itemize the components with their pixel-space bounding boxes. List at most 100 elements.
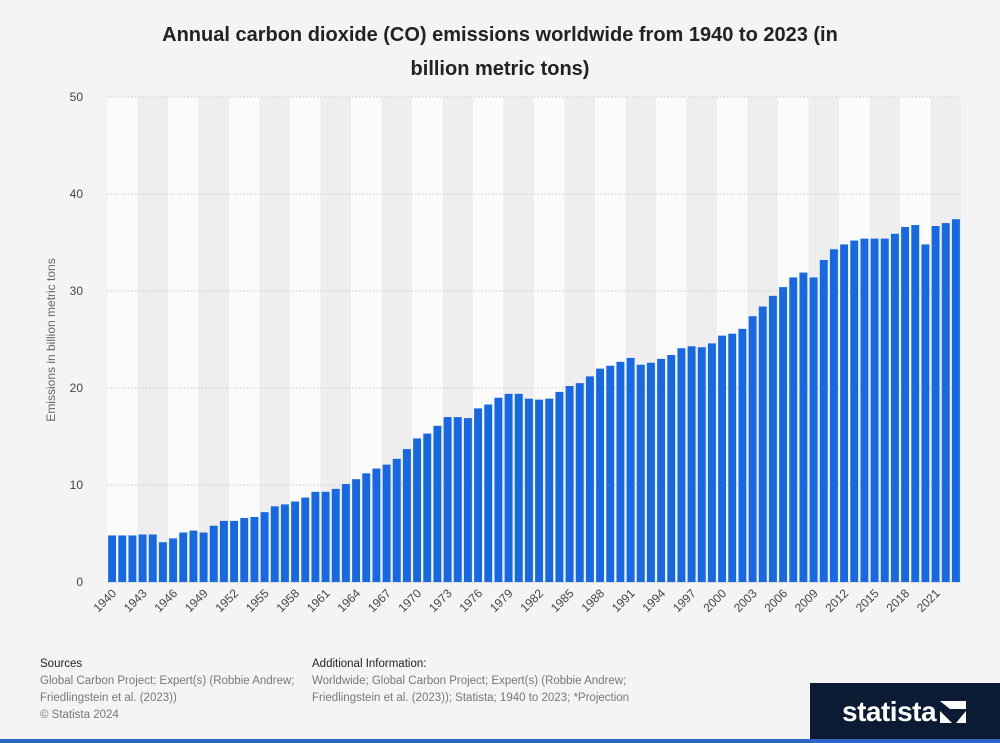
bar-1957[interactable] xyxy=(280,504,289,582)
x-tick-label: 2000 xyxy=(700,586,729,615)
x-tick-label: 1952 xyxy=(212,586,241,615)
bar-1958[interactable] xyxy=(291,501,300,582)
bar-1980[interactable] xyxy=(514,393,523,582)
bar-2020[interactable] xyxy=(921,244,930,582)
bar-1995[interactable] xyxy=(667,355,676,582)
bar-1951[interactable] xyxy=(219,520,228,582)
bar-1990[interactable] xyxy=(616,361,625,582)
bar-1940[interactable] xyxy=(108,535,117,582)
bar-2010[interactable] xyxy=(819,259,828,582)
statista-wordmark: statista xyxy=(842,696,937,727)
bar-1981[interactable] xyxy=(524,398,533,582)
bar-1984[interactable] xyxy=(555,391,564,582)
bar-1975[interactable] xyxy=(463,418,472,582)
bar-1960[interactable] xyxy=(311,491,320,582)
bar-1969[interactable] xyxy=(402,449,411,582)
bar-1977[interactable] xyxy=(484,404,493,582)
bar-1948[interactable] xyxy=(189,530,198,582)
bar-1944[interactable] xyxy=(148,534,157,582)
bar-1979[interactable] xyxy=(504,393,513,582)
additional-info-line1: Worldwide; Global Carbon Project; Expert… xyxy=(312,675,627,687)
y-tick-label: 30 xyxy=(70,284,84,298)
bar-2009[interactable] xyxy=(809,277,818,582)
bar-1996[interactable] xyxy=(677,348,686,582)
bar-2001[interactable] xyxy=(728,333,737,582)
bar-1989[interactable] xyxy=(606,365,615,582)
bar-1961[interactable] xyxy=(321,491,330,582)
bar-1964[interactable] xyxy=(352,479,361,582)
bar-1955[interactable] xyxy=(260,512,269,582)
bar-2011[interactable] xyxy=(829,249,838,583)
bar-1968[interactable] xyxy=(392,458,401,582)
bar-1971[interactable] xyxy=(423,433,432,582)
bar-1962[interactable] xyxy=(331,488,340,582)
bar-2005[interactable] xyxy=(768,295,777,582)
bar-1947[interactable] xyxy=(179,532,188,582)
bar-1972[interactable] xyxy=(433,425,442,582)
bar-1976[interactable] xyxy=(474,408,483,582)
bar-1987[interactable] xyxy=(585,376,594,582)
bar-2021[interactable] xyxy=(931,226,940,582)
bar-2017[interactable] xyxy=(890,233,899,582)
copyright: © Statista 2024 xyxy=(40,709,119,721)
bar-2022[interactable] xyxy=(941,223,950,582)
bar-1950[interactable] xyxy=(209,525,218,582)
bar-1973[interactable] xyxy=(443,417,452,582)
bar-1994[interactable] xyxy=(657,358,666,582)
bar-1943[interactable] xyxy=(138,534,147,582)
bar-1985[interactable] xyxy=(565,386,574,582)
bar-1956[interactable] xyxy=(270,506,279,582)
background-band xyxy=(259,97,290,582)
x-tick-label: 2006 xyxy=(761,586,790,615)
x-tick-label: 1982 xyxy=(517,586,546,615)
bar-1983[interactable] xyxy=(545,398,554,582)
y-tick-label: 10 xyxy=(70,478,84,492)
bar-2007[interactable] xyxy=(789,277,798,582)
bar-1945[interactable] xyxy=(158,542,167,582)
bar-1970[interactable] xyxy=(413,438,422,582)
bar-1974[interactable] xyxy=(453,417,462,582)
bar-1988[interactable] xyxy=(596,368,605,582)
bar-1953[interactable] xyxy=(240,517,249,582)
bar-2023[interactable] xyxy=(951,219,960,582)
bar-2015[interactable] xyxy=(870,238,879,582)
statista-logo[interactable]: statista xyxy=(810,683,1000,740)
bar-2016[interactable] xyxy=(880,238,889,582)
bar-2002[interactable] xyxy=(738,328,747,582)
bar-2006[interactable] xyxy=(779,287,788,582)
bar-1941[interactable] xyxy=(118,535,127,582)
bar-1959[interactable] xyxy=(301,497,310,582)
bar-1949[interactable] xyxy=(199,532,208,582)
bar-1966[interactable] xyxy=(372,468,381,582)
bar-2018[interactable] xyxy=(901,226,910,583)
bar-2008[interactable] xyxy=(799,272,808,582)
bar-1997[interactable] xyxy=(687,346,696,582)
x-tick-label: 1955 xyxy=(243,586,272,615)
bar-1965[interactable] xyxy=(362,473,371,582)
bar-2014[interactable] xyxy=(860,238,869,582)
bar-1946[interactable] xyxy=(169,538,178,582)
bar-1998[interactable] xyxy=(697,347,706,582)
bar-1991[interactable] xyxy=(626,357,635,582)
bar-1963[interactable] xyxy=(341,484,350,582)
bar-1952[interactable] xyxy=(230,520,239,582)
bar-1982[interactable] xyxy=(535,399,544,582)
x-tick-label: 2012 xyxy=(822,586,851,615)
y-tick-label: 0 xyxy=(76,575,83,589)
bar-2012[interactable] xyxy=(840,244,849,582)
bar-2019[interactable] xyxy=(911,225,920,583)
sources-line2: Friedlingstein et al. (2023)) xyxy=(40,692,177,704)
bar-1999[interactable] xyxy=(707,343,716,582)
bar-2003[interactable] xyxy=(748,316,757,582)
bar-1986[interactable] xyxy=(575,383,584,582)
bar-1978[interactable] xyxy=(494,397,503,582)
bar-1992[interactable] xyxy=(636,364,645,582)
bar-2004[interactable] xyxy=(758,306,767,582)
bar-1954[interactable] xyxy=(250,517,259,582)
bar-2013[interactable] xyxy=(850,240,859,582)
bar-1993[interactable] xyxy=(646,362,655,582)
x-tick-label: 1940 xyxy=(90,586,119,615)
bar-1942[interactable] xyxy=(128,535,137,582)
bar-2000[interactable] xyxy=(718,335,727,582)
bar-1967[interactable] xyxy=(382,464,391,582)
